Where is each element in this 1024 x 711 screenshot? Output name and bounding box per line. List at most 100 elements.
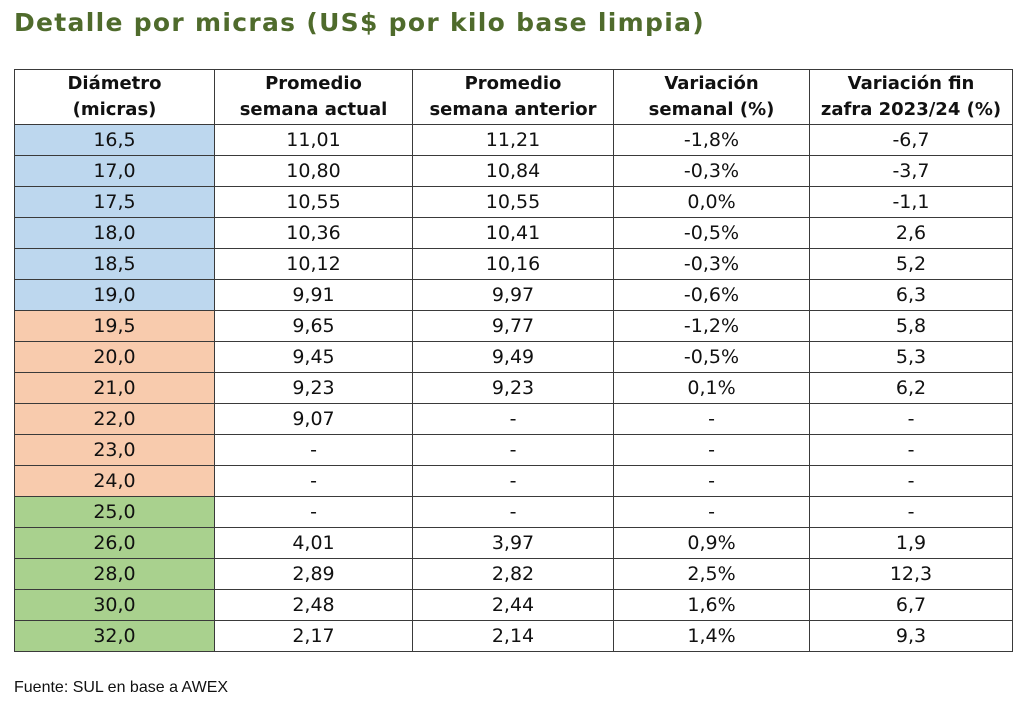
promedio-actual-cell: 9,23	[214, 372, 413, 404]
micron-price-table: Diámetro (micras) Promedio semana actual…	[14, 69, 1013, 652]
table-header-row: Diámetro (micras) Promedio semana actual…	[14, 69, 1013, 125]
promedio-actual-cell: 9,65	[214, 310, 413, 342]
table-row: 28,0 2,89 2,82 2,5% 12,3	[14, 558, 1013, 590]
diametro-cell: 19,0	[14, 279, 215, 311]
variacion-semanal-cell: -0,6%	[613, 279, 810, 311]
variacion-semanal-cell: -	[613, 403, 810, 435]
variacion-zafra-cell: 6,3	[809, 279, 1013, 311]
table-row: 18,0 10,36 10,41 -0,5% 2,6	[14, 217, 1013, 249]
table-row: 17,5 10,55 10,55 0,0% -1,1	[14, 186, 1013, 218]
diametro-cell: 25,0	[14, 496, 215, 528]
diametro-cell: 19,5	[14, 310, 215, 342]
variacion-zafra-cell: -	[809, 496, 1013, 528]
promedio-actual-cell: 9,91	[214, 279, 413, 311]
promedio-actual-cell: 2,17	[214, 620, 413, 652]
table-row: 16,5 11,01 11,21 -1,8% -6,7	[14, 124, 1013, 156]
promedio-anterior-cell: 2,44	[412, 589, 614, 621]
variacion-semanal-cell: 0,9%	[613, 527, 810, 559]
promedio-actual-cell: 10,36	[214, 217, 413, 249]
variacion-semanal-cell: -	[613, 496, 810, 528]
table-row: 22,0 9,07- - -	[14, 403, 1013, 435]
variacion-semanal-cell: -0,5%	[613, 217, 810, 249]
table-row: 19,0 9,91 9,97 -0,6% 6,3	[14, 279, 1013, 311]
variacion-zafra-cell: -	[809, 434, 1013, 466]
table-body: 16,5 11,01 11,21 -1,8% -6,7 17,0 10,80 10,84 -0,…	[14, 124, 1013, 652]
table-row: 32,0 2,17 2,14 1,4% 9,3	[14, 620, 1013, 652]
variacion-zafra-cell: -1,1	[809, 186, 1013, 218]
promedio-anterior-cell: 10,41	[412, 217, 614, 249]
promedio-actual-cell: 9,07	[214, 403, 413, 435]
header-line: semana actual	[239, 99, 388, 120]
variacion-zafra-cell: -	[809, 403, 1013, 435]
variacion-semanal-cell: -	[613, 465, 810, 497]
promedio-anterior-cell: 9,23	[412, 372, 614, 404]
promedio-anterior-cell: 10,55	[412, 186, 614, 218]
promedio-actual-cell: 10,55	[214, 186, 413, 218]
header-line: Promedio	[464, 73, 562, 94]
promedio-anterior-cell: 9,77	[412, 310, 614, 342]
table-row: 17,0 10,80 10,84 -0,3% -3,7	[14, 155, 1013, 187]
header-line: (micras)	[72, 99, 157, 120]
header-promedio-anterior: Promedio semana anterior	[412, 69, 614, 125]
header-variacion-zafra: Variación fin zafra 2023/24 (%)	[809, 69, 1013, 125]
variacion-semanal-cell: -0,5%	[613, 341, 810, 373]
variacion-semanal-cell: -1,2%	[613, 310, 810, 342]
diametro-cell: 17,0	[14, 155, 215, 187]
promedio-anterior-cell: 2,14	[412, 620, 614, 652]
promedio-anterior-cell: -	[412, 496, 614, 528]
promedio-actual-cell: 2,48	[214, 589, 413, 621]
variacion-zafra-cell: 5,2	[809, 248, 1013, 280]
diametro-cell: 26,0	[14, 527, 215, 559]
variacion-zafra-cell: 2,6	[809, 217, 1013, 249]
variacion-zafra-cell: 6,2	[809, 372, 1013, 404]
variacion-zafra-cell: 6,7	[809, 589, 1013, 621]
diametro-cell: 30,0	[14, 589, 215, 621]
header-line: Diámetro	[67, 73, 162, 94]
promedio-anterior-cell: -	[412, 434, 614, 466]
header-line: semana anterior	[429, 99, 597, 120]
promedio-actual-cell: -	[214, 496, 413, 528]
table-row: 18,5 10,12 10,16 -0,3% 5,2	[14, 248, 1013, 280]
header-line: semanal (%)	[648, 99, 775, 120]
promedio-actual-cell: 10,12	[214, 248, 413, 280]
table-row: 24,0- - - -	[14, 465, 1013, 497]
diametro-cell: 28,0	[14, 558, 215, 590]
variacion-zafra-cell: 12,3	[809, 558, 1013, 590]
promedio-anterior-cell: -	[412, 403, 614, 435]
variacion-semanal-cell: -0,3%	[613, 248, 810, 280]
variacion-zafra-cell: -	[809, 465, 1013, 497]
promedio-anterior-cell: 10,84	[412, 155, 614, 187]
promedio-anterior-cell: 3,97	[412, 527, 614, 559]
variacion-zafra-cell: 5,8	[809, 310, 1013, 342]
table-row: 26,0 4,01 3,97 0,9% 1,9	[14, 527, 1013, 559]
table-row: 25,0- - - -	[14, 496, 1013, 528]
variacion-zafra-cell: 9,3	[809, 620, 1013, 652]
diametro-cell: 18,0	[14, 217, 215, 249]
header-variacion-semanal: Variación semanal (%)	[613, 69, 810, 125]
header-promedio-actual: Promedio semana actual	[214, 69, 413, 125]
header-line: Variación fin	[847, 73, 975, 94]
promedio-anterior-cell: 9,97	[412, 279, 614, 311]
source-note: Fuente: SUL en base a AWEX	[14, 679, 229, 696]
variacion-semanal-cell: 1,4%	[613, 620, 810, 652]
promedio-anterior-cell: 11,21	[412, 124, 614, 156]
diametro-cell: 23,0	[14, 434, 215, 466]
promedio-actual-cell: 4,01	[214, 527, 413, 559]
table-row: 30,0 2,48 2,44 1,6% 6,7	[14, 589, 1013, 621]
header-line: Variación	[664, 73, 759, 94]
promedio-anterior-cell: -	[412, 465, 614, 497]
header-line: Promedio	[265, 73, 362, 94]
promedio-anterior-cell: 10,16	[412, 248, 614, 280]
table-row: 20,0 9,45 9,49 -0,5% 5,3	[14, 341, 1013, 373]
variacion-zafra-cell: 1,9	[809, 527, 1013, 559]
promedio-anterior-cell: 2,82	[412, 558, 614, 590]
header-line: zafra 2023/24 (%)	[820, 99, 1002, 120]
variacion-semanal-cell: 2,5%	[613, 558, 810, 590]
diametro-cell: 17,5	[14, 186, 215, 218]
table-row: 23,0- - - -	[14, 434, 1013, 466]
variacion-zafra-cell: 5,3	[809, 341, 1013, 373]
diametro-cell: 24,0	[14, 465, 215, 497]
promedio-actual-cell: -	[214, 434, 413, 466]
diametro-cell: 21,0	[14, 372, 215, 404]
page-title: Detalle por micras (US$ por kilo base li…	[14, 8, 705, 37]
